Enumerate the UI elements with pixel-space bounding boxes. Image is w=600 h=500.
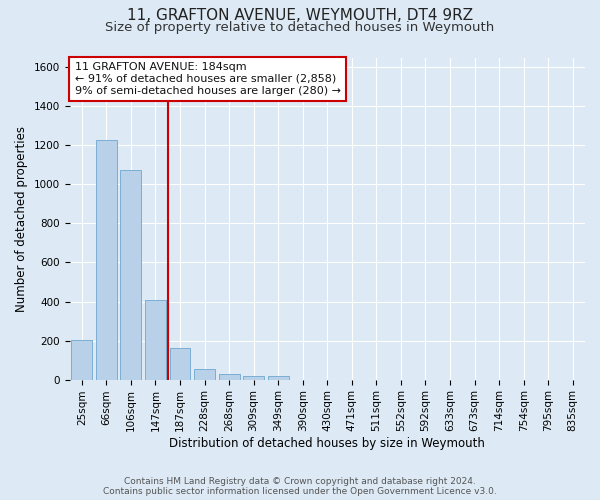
Text: 11 GRAFTON AVENUE: 184sqm
← 91% of detached houses are smaller (2,858)
9% of sem: 11 GRAFTON AVENUE: 184sqm ← 91% of detac…	[74, 62, 341, 96]
Bar	[96, 140, 117, 380]
Bar	[71, 340, 92, 380]
Text: Contains HM Land Registry data © Crown copyright and database right 2024.
Contai: Contains HM Land Registry data © Crown c…	[103, 476, 497, 496]
Bar	[121, 170, 142, 380]
Text: 11, GRAFTON AVENUE, WEYMOUTH, DT4 9RZ: 11, GRAFTON AVENUE, WEYMOUTH, DT4 9RZ	[127, 8, 473, 22]
Y-axis label: Number of detached properties: Number of detached properties	[15, 126, 28, 312]
Bar	[268, 376, 289, 380]
Bar	[218, 374, 239, 380]
Bar	[170, 348, 190, 380]
Bar	[145, 300, 166, 380]
Bar	[194, 369, 215, 380]
Bar	[243, 376, 264, 380]
X-axis label: Distribution of detached houses by size in Weymouth: Distribution of detached houses by size …	[169, 437, 485, 450]
Text: Size of property relative to detached houses in Weymouth: Size of property relative to detached ho…	[106, 21, 494, 34]
